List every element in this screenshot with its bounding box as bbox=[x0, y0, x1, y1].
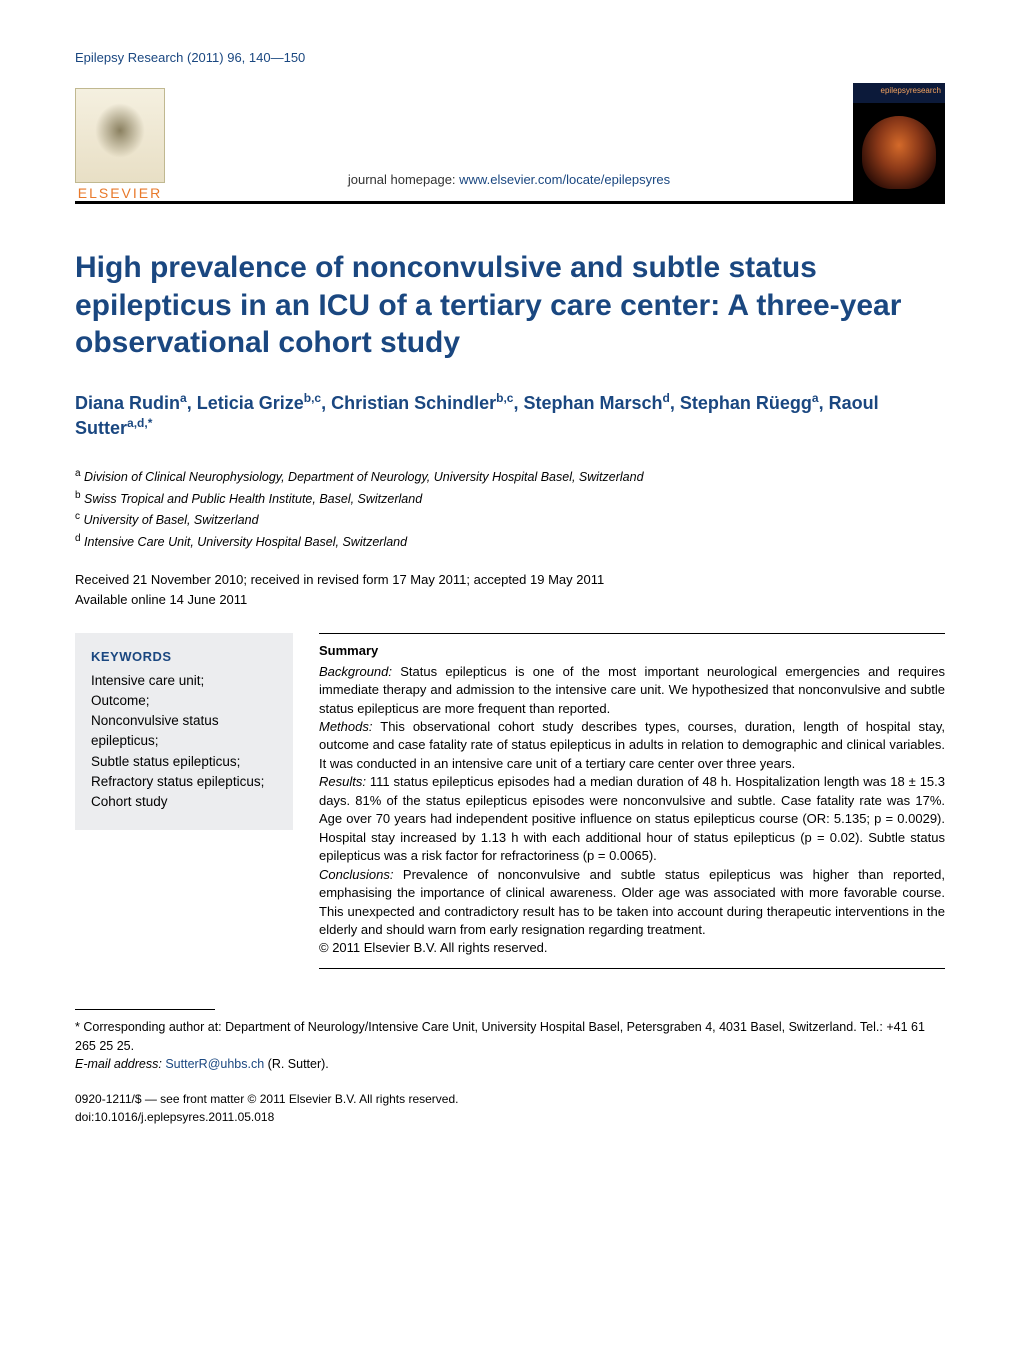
section-text: 111 status epilepticus episodes had a me… bbox=[319, 774, 945, 863]
keywords-title: KEYWORDS bbox=[91, 647, 277, 667]
section-text: This observational cohort study describe… bbox=[319, 719, 945, 771]
section-label: Background: bbox=[319, 664, 392, 679]
summary-section: Methods: This observational cohort study… bbox=[319, 718, 945, 773]
dates-received: Received 21 November 2010; received in r… bbox=[75, 570, 945, 590]
section-label: Methods: bbox=[319, 719, 372, 734]
summary-section: Conclusions: Prevalence of nonconvulsive… bbox=[319, 866, 945, 940]
cover-label: epilepsyresearch bbox=[881, 86, 941, 95]
affiliation: b Swiss Tropical and Public Health Insti… bbox=[75, 488, 945, 510]
homepage-label: journal homepage: bbox=[348, 172, 459, 187]
journal-homepage: journal homepage: www.elsevier.com/locat… bbox=[165, 172, 853, 201]
dates-online: Available online 14 June 2011 bbox=[75, 590, 945, 610]
corresponding-author: * Corresponding author at: Department of… bbox=[75, 1018, 945, 1074]
footnote-separator bbox=[75, 1009, 215, 1010]
elsevier-tree-icon bbox=[75, 88, 165, 183]
running-head: Epilepsy Research (2011) 96, 140—150 bbox=[75, 50, 945, 65]
keyword-item: Cohort study bbox=[91, 792, 277, 812]
corresponding-marker: * bbox=[75, 1020, 80, 1034]
keyword-item: Intensive care unit; bbox=[91, 671, 277, 691]
doi-line: doi:10.1016/j.eplepsyres.2011.05.018 bbox=[75, 1108, 945, 1126]
journal-cover-thumbnail: epilepsyresearch bbox=[853, 83, 945, 201]
affiliation: a Division of Clinical Neurophysiology, … bbox=[75, 466, 945, 488]
keyword-item: Nonconvulsive status epilepticus; bbox=[91, 711, 277, 752]
affiliation: d Intensive Care Unit, University Hospit… bbox=[75, 531, 945, 553]
keyword-item: Refractory status epilepticus; bbox=[91, 772, 277, 792]
abstract-row: KEYWORDS Intensive care unit;Outcome;Non… bbox=[75, 633, 945, 969]
email-suffix: (R. Sutter). bbox=[264, 1057, 329, 1071]
author-list: Diana Rudina, Leticia Grizeb,c, Christia… bbox=[75, 390, 945, 441]
corresponding-text: Corresponding author at: Department of N… bbox=[75, 1020, 925, 1053]
keyword-item: Outcome; bbox=[91, 691, 277, 711]
homepage-link[interactable]: www.elsevier.com/locate/epilepsyres bbox=[459, 172, 670, 187]
affiliation: c University of Basel, Switzerland bbox=[75, 509, 945, 531]
issn-line: 0920-1211/$ — see front matter © 2011 El… bbox=[75, 1090, 945, 1108]
email-label: E-mail address: bbox=[75, 1057, 162, 1071]
keyword-item: Subtle status epilepticus; bbox=[91, 752, 277, 772]
summary-section: Background: Status epilepticus is one of… bbox=[319, 663, 945, 718]
keywords-box: KEYWORDS Intensive care unit;Outcome;Non… bbox=[75, 633, 293, 830]
corresponding-email[interactable]: SutterR@uhbs.ch bbox=[165, 1057, 264, 1071]
section-text: Prevalence of nonconvulsive and subtle s… bbox=[319, 867, 945, 937]
section-label: Conclusions: bbox=[319, 867, 393, 882]
summary-title: Summary bbox=[319, 642, 945, 660]
footer-meta: 0920-1211/$ — see front matter © 2011 El… bbox=[75, 1090, 945, 1126]
elsevier-wordmark: ELSEVIER bbox=[78, 185, 162, 201]
summary-section: Results: 111 status epilepticus episodes… bbox=[319, 773, 945, 865]
journal-header: ELSEVIER journal homepage: www.elsevier.… bbox=[75, 83, 945, 204]
summary-copyright: © 2011 Elsevier B.V. All rights reserved… bbox=[319, 939, 945, 957]
article-dates: Received 21 November 2010; received in r… bbox=[75, 570, 945, 609]
section-label: Results: bbox=[319, 774, 366, 789]
elsevier-logo: ELSEVIER bbox=[75, 88, 165, 201]
summary-box: Summary Background: Status epilepticus i… bbox=[319, 633, 945, 969]
affiliations: a Division of Clinical Neurophysiology, … bbox=[75, 466, 945, 552]
section-text: Status epilepticus is one of the most im… bbox=[319, 664, 945, 716]
article-title: High prevalence of nonconvulsive and sub… bbox=[75, 249, 945, 362]
